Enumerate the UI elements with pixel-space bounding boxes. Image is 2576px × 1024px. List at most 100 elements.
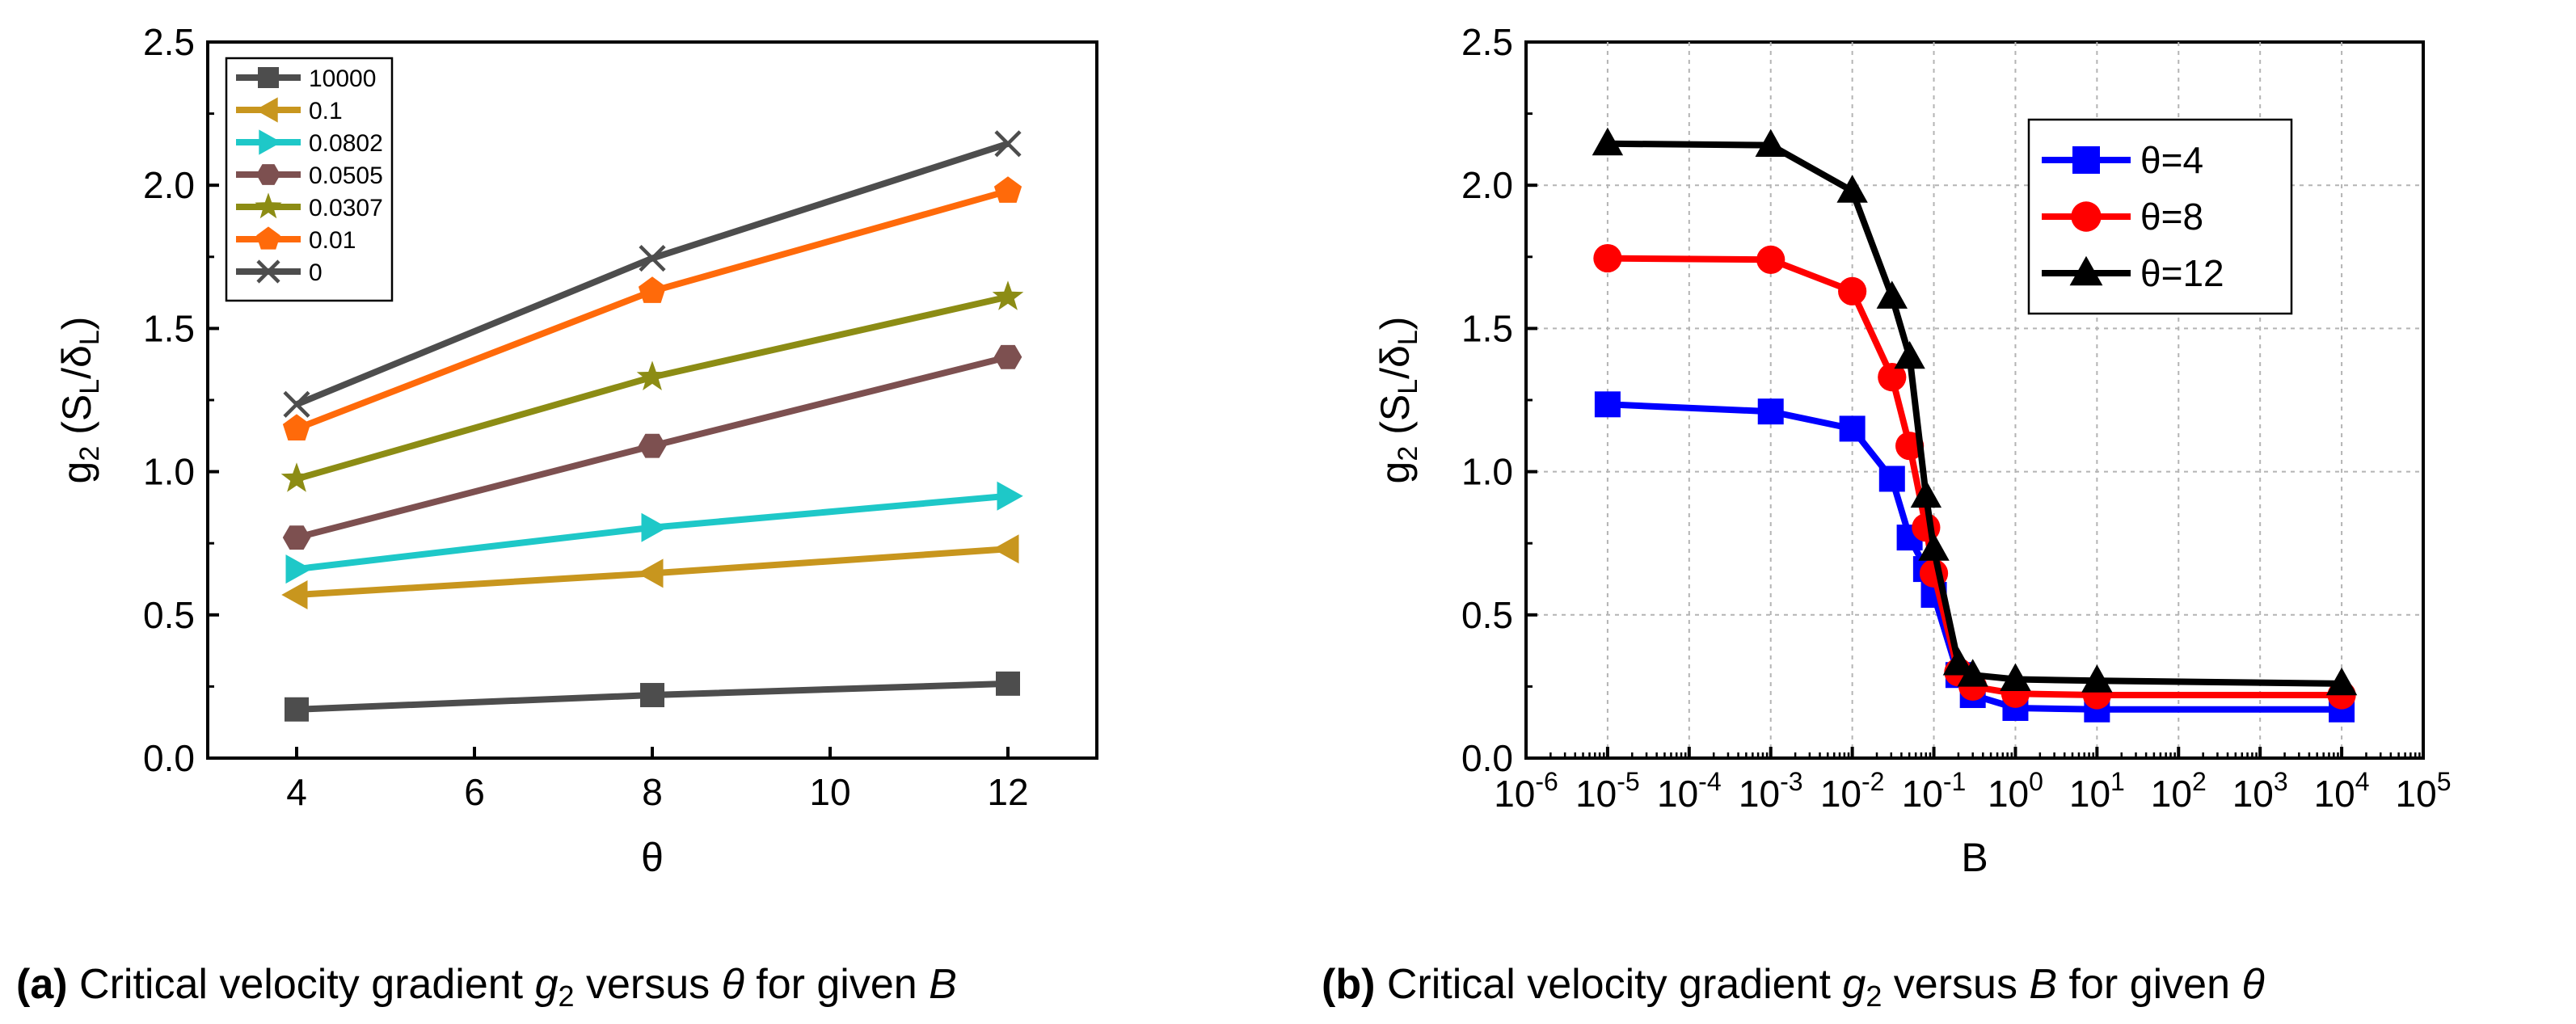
panel-a-y-axis-label: g2 (SL/δL)	[54, 317, 105, 484]
panel-a-data-point	[640, 683, 664, 708]
panel-a-legend-item: 0.0802	[236, 129, 383, 157]
panel-b-y-tick-label: 1.0	[1461, 451, 1513, 493]
panel-b-data-point	[1839, 415, 1866, 442]
legend-marker	[258, 67, 279, 88]
legend-label: 0	[309, 259, 323, 286]
panel-a-series-10000	[285, 671, 1020, 722]
panel-a-data-point	[996, 671, 1020, 696]
panel-a-legend-item: 10000	[236, 65, 376, 92]
legend-marker	[255, 97, 278, 123]
panel-b-x-axis-label: B	[1961, 835, 1988, 880]
panel-b-x-tick-label: 10-1	[1902, 767, 1967, 815]
legend-label: 0.0505	[309, 162, 383, 189]
panel-b-x-tick-label: 104	[2314, 767, 2370, 815]
panel-a-legend-item: 0.1	[236, 97, 343, 124]
caption-a: (a) Critical velocity gradient g2 versus…	[16, 961, 957, 1013]
panel-a-x-tick-label: 6	[464, 771, 485, 813]
panel-a-y-tick-label: 0.5	[143, 594, 195, 636]
panel-b-x-tick-label: 101	[2069, 767, 2125, 815]
panel-a-data-point	[281, 579, 308, 609]
panel-a-x-tick-label: 8	[642, 771, 663, 813]
panel-a-data-point	[993, 176, 1022, 203]
panel-b-y-tick-label: 2.5	[1461, 21, 1513, 63]
panel-b-data-point	[1942, 647, 1975, 676]
legend-label: 10000	[309, 65, 376, 92]
panel-a-x-tick-label: 10	[809, 771, 850, 813]
legend-label: θ=12	[2140, 252, 2224, 294]
panel-b-data-point	[2325, 667, 2358, 696]
panel-b-y-axis-label: g2 (SL/δL)	[1372, 317, 1423, 484]
panel-b-data-point	[1957, 659, 1988, 687]
panel-a-series-0-0802	[285, 481, 1023, 584]
panel-a-legend-item: 0.0505	[236, 162, 383, 189]
panel-b-data-point	[1757, 398, 1784, 425]
panel-a-x-axis-label: θ	[641, 835, 664, 880]
panel-b-data-point	[1878, 363, 1907, 392]
panel-b-y-tick-label: 1.5	[1461, 307, 1513, 349]
panel-b-legend-item: θ=8	[2042, 196, 2203, 238]
legend-marker	[2069, 255, 2103, 286]
panel-b-legend-item: θ=4	[2042, 139, 2203, 181]
panel-a-data-point	[992, 280, 1024, 310]
panel-a-data-point	[638, 433, 667, 458]
caption-b: (b) Critical velocity gradient g2 versus…	[1322, 961, 2265, 1013]
panel-a-y-tick-label: 2.0	[143, 164, 195, 206]
panel-b-data-point	[1838, 276, 1867, 306]
panel-a-series-0-1	[281, 534, 1019, 609]
legend-marker	[256, 259, 280, 284]
panel-a-legend-box	[225, 57, 394, 302]
panel-a-data-point	[637, 558, 664, 588]
panel-b-legend-item: θ=12	[2042, 252, 2224, 294]
panel-a-legend-item: 0	[236, 259, 323, 286]
panel-a-x-tick-label: 4	[286, 771, 307, 813]
panel-b-data-point	[1894, 340, 1925, 369]
panel-a-data-point	[639, 244, 666, 272]
legend-marker	[2071, 201, 2102, 232]
panel-b-data-point	[1876, 280, 1908, 309]
panel-a-data-point	[285, 697, 309, 722]
legend-marker	[255, 192, 282, 219]
legend-marker	[256, 226, 280, 250]
panel-a-data-point	[638, 276, 667, 303]
panel-a-data-point	[994, 130, 1022, 158]
panel-a-data-point	[993, 534, 1019, 564]
panel-a-data-point	[282, 414, 311, 440]
panel-b-data-point	[1594, 391, 1621, 418]
legend-label: 0.1	[309, 98, 343, 124]
panel-a-series-0-01	[282, 176, 1022, 440]
panel-b-chart: 10-6 10-5 10-4 10-3 10-2 10-1 100 101 102 103 104 1…	[1372, 21, 2451, 880]
panel-a-data-point	[283, 390, 310, 418]
panel-a-series-0	[283, 130, 1022, 418]
panel-b-x-tick-label: 10-2	[1820, 767, 1885, 815]
panel-b-data-point	[1755, 129, 1786, 157]
legend-label: 0.01	[309, 227, 356, 254]
panel-a-series-0-0307	[280, 280, 1024, 492]
panel-b-x-tick-label: 10-4	[1657, 767, 1722, 815]
panel-a-x-tick-label: 12	[987, 771, 1028, 813]
legend-marker	[256, 164, 280, 185]
panel-b-series-line	[1607, 140, 2342, 687]
panel-b-data-point	[2000, 663, 2031, 691]
panel-a-y-tick-label: 1.5	[143, 307, 195, 349]
legend-label: θ=8	[2140, 196, 2203, 238]
panel-b-data-point	[1836, 175, 1868, 203]
panel-b-x-tick-label: 105	[2396, 767, 2452, 815]
panel-a-y-tick-label: 0.0	[143, 737, 195, 779]
panel-a-legend-item: 0.01	[236, 226, 356, 254]
panel-b-data-point	[1756, 245, 1785, 274]
panel-b-x-tick-label: 102	[2151, 767, 2207, 815]
legend-marker	[2072, 146, 2100, 174]
panel-b-y-tick-label: 2.0	[1461, 164, 1513, 206]
panel-a-data-point	[636, 360, 668, 390]
panel-a-legend-item: 0.0307	[236, 192, 383, 221]
panel-b-data-point	[1918, 533, 1950, 561]
panel-b-data-point	[1593, 243, 1622, 273]
panel-a-y-tick-label: 2.5	[143, 21, 195, 63]
panel-a-y-tick-label: 1.0	[143, 451, 195, 493]
panel-a-data-point	[282, 525, 311, 550]
panel-b-y-tick-label: 0.0	[1461, 737, 1513, 779]
panel-b-data-point	[1878, 466, 1905, 492]
panel-a-data-point	[993, 344, 1022, 369]
panel-b-legend: θ=4 θ=8 θ=12	[2027, 118, 2293, 315]
